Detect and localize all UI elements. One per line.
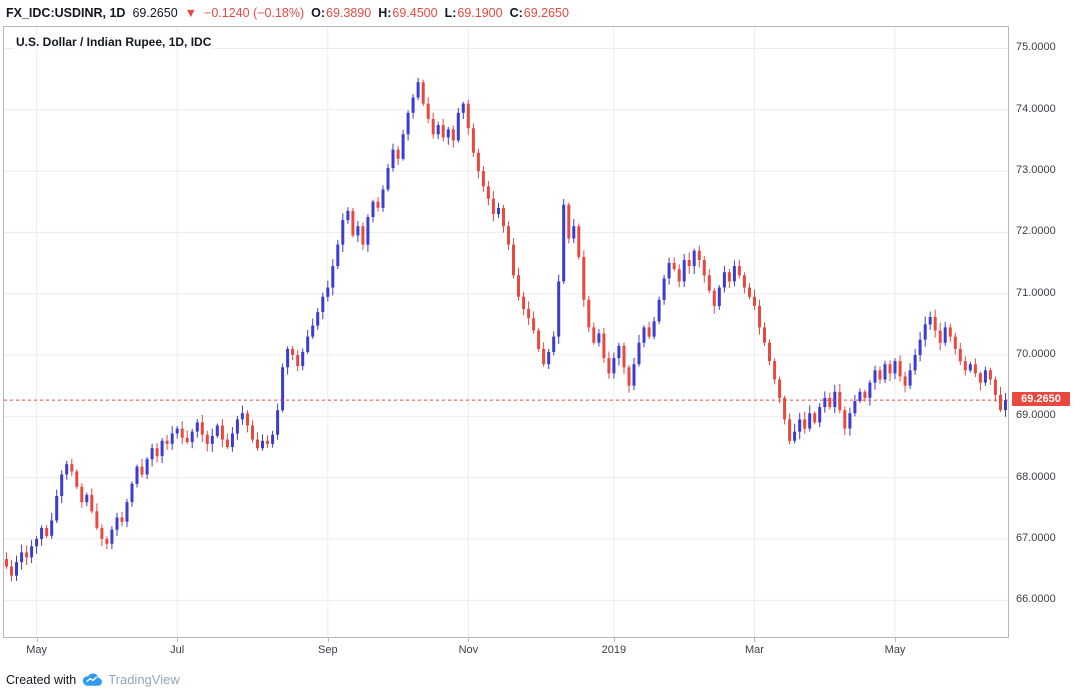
tradingview-brand-text[interactable]: TradingView xyxy=(108,672,180,687)
price-axis[interactable]: 69.2650 75.0000 74.0000 73.0000 72.0000 71.0… xyxy=(1009,26,1075,638)
time-axis-tick xyxy=(327,638,329,642)
low-value: L: 69.1900 xyxy=(444,6,503,20)
time-axis-tick xyxy=(468,638,470,642)
last-price-label: 69.2650 xyxy=(1012,392,1070,407)
time-axis-tick xyxy=(895,638,897,642)
symbol-info-bar: FX_IDC:USDINR, 1D 69.2650 ▼ −0.1240 (−0.… xyxy=(0,0,1075,24)
price-axis-label: 68.0000 xyxy=(1016,470,1056,483)
chart-legend[interactable]: U.S. Dollar / Indian Rupee, 1D, IDC xyxy=(13,34,215,50)
candlestick-plot[interactable] xyxy=(4,27,1008,637)
last-price-value: 69.2650 xyxy=(132,6,178,20)
time-axis-label: May xyxy=(884,644,906,656)
time-axis-tick xyxy=(613,638,615,642)
price-change: −0.1240 (−0.18%) xyxy=(204,6,305,20)
time-axis-label: Sep xyxy=(317,644,338,656)
time-axis-label: Jul xyxy=(170,644,185,656)
candlestick-chart-pane[interactable]: U.S. Dollar / Indian Rupee, 1D, IDC xyxy=(3,26,1009,638)
price-axis-label: 75.0000 xyxy=(1016,41,1056,54)
price-axis-label: 67.0000 xyxy=(1016,531,1056,544)
tradingview-logo-icon[interactable] xyxy=(81,672,103,687)
price-axis-label: 70.0000 xyxy=(1016,347,1056,360)
price-axis-label: 72.0000 xyxy=(1016,225,1056,238)
footer-attribution: Created with TradingView xyxy=(0,662,1075,687)
price-axis-label: 66.0000 xyxy=(1016,593,1056,606)
time-axis-tick xyxy=(36,638,38,642)
close-value: C: 69.2650 xyxy=(509,6,569,20)
price-axis-label: 73.0000 xyxy=(1016,164,1056,177)
symbol-title[interactable]: FX_IDC:USDINR, 1D xyxy=(6,6,126,20)
time-axis-tick xyxy=(754,638,756,642)
price-axis-label: 74.0000 xyxy=(1016,102,1056,115)
high-value: H: 69.4500 xyxy=(378,6,438,20)
time-axis-label: Nov xyxy=(458,644,479,656)
created-with-text: Created with xyxy=(6,672,77,687)
direction-down-icon: ▼ xyxy=(184,6,198,20)
time-axis-label: 2019 xyxy=(601,644,627,656)
time-axis-tick xyxy=(177,638,179,642)
time-axis-label: May xyxy=(26,644,48,656)
time-axis[interactable]: May Jul Sep Nov 2019 Mar May xyxy=(3,638,1009,662)
open-value: O: 69.3890 xyxy=(311,6,372,20)
price-axis-label: 69.0000 xyxy=(1016,409,1056,422)
price-axis-label: 71.0000 xyxy=(1016,286,1056,299)
time-axis-label: Mar xyxy=(745,644,764,656)
